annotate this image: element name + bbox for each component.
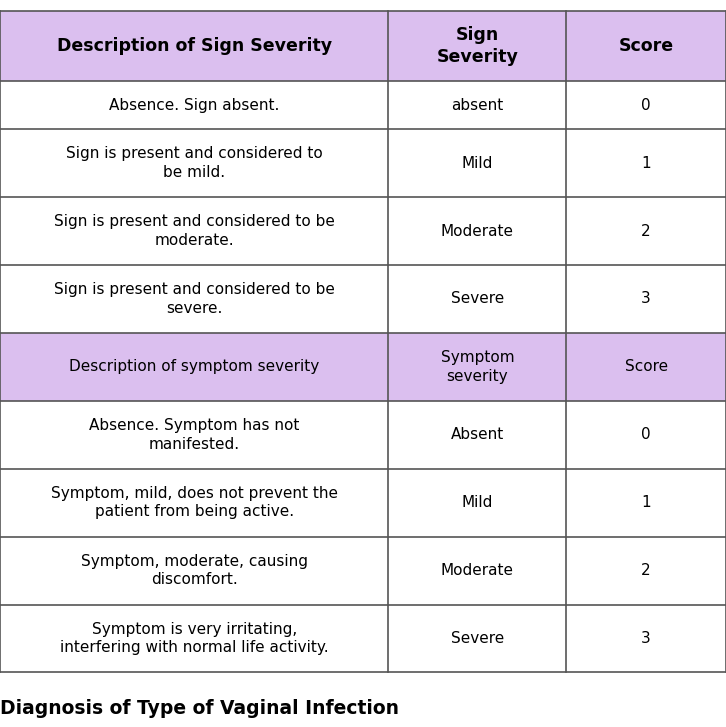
Text: 3: 3 [641,292,651,307]
Bar [388,11,566,81]
Text: 1: 1 [641,156,651,171]
Bar [388,401,566,469]
Text: 2: 2 [641,223,651,238]
Text: Sign is present and considered to
be mild.: Sign is present and considered to be mil… [66,146,322,180]
Text: Symptom, mild, does not prevent the
patient from being active.: Symptom, mild, does not prevent the pati… [51,486,338,520]
Bar [566,401,726,469]
Bar [566,81,726,129]
Text: 0: 0 [641,97,651,113]
Text: Moderate: Moderate [441,223,514,238]
Text: Severe: Severe [451,292,504,307]
Text: Diagnosis of Type of Vaginal Infection: Diagnosis of Type of Vaginal Infection [0,699,399,718]
Text: absent: absent [452,97,503,113]
Bar [566,469,726,537]
Bar [388,333,566,401]
Bar [388,81,566,129]
Text: Mild: Mild [462,495,493,510]
Bar [388,197,566,265]
Bar [0,265,388,333]
Text: 3: 3 [641,631,651,646]
Text: Moderate: Moderate [441,563,514,578]
Text: 2: 2 [641,563,651,578]
Bar [0,469,388,537]
Text: Absent: Absent [451,427,504,442]
Bar [388,537,566,605]
Bar [0,129,388,197]
Text: Severe: Severe [451,631,504,646]
Bar [0,197,388,265]
Text: Symptom
severity: Symptom severity [441,350,514,384]
Bar [0,333,388,401]
Text: 0: 0 [641,427,651,442]
Text: Score: Score [619,37,674,55]
Text: Absence. Symptom has not
manifested.: Absence. Symptom has not manifested. [89,418,299,451]
Bar [0,401,388,469]
Text: 1: 1 [641,495,651,510]
Text: Description of Sign Severity: Description of Sign Severity [57,37,332,55]
Bar [388,265,566,333]
Text: Symptom, moderate, causing
discomfort.: Symptom, moderate, causing discomfort. [81,554,308,587]
Bar [0,605,388,672]
Bar [566,129,726,197]
Bar [0,11,388,81]
Bar [388,605,566,672]
Bar [566,11,726,81]
Bar [388,469,566,537]
Text: Score: Score [624,359,668,374]
Bar [388,129,566,197]
Text: Sign
Severity: Sign Severity [436,26,518,66]
Text: Sign is present and considered to be
severe.: Sign is present and considered to be sev… [54,282,335,316]
Text: Absence. Sign absent.: Absence. Sign absent. [109,97,280,113]
Bar [566,265,726,333]
Bar [566,333,726,401]
Text: Mild: Mild [462,156,493,171]
Text: Description of symptom severity: Description of symptom severity [69,359,319,374]
Text: Symptom is very irritating,
interfering with normal life activity.: Symptom is very irritating, interfering … [60,622,329,655]
Bar [0,81,388,129]
Bar [566,537,726,605]
Bar [0,537,388,605]
Bar [566,197,726,265]
Bar [566,605,726,672]
Text: Sign is present and considered to be
moderate.: Sign is present and considered to be mod… [54,214,335,248]
